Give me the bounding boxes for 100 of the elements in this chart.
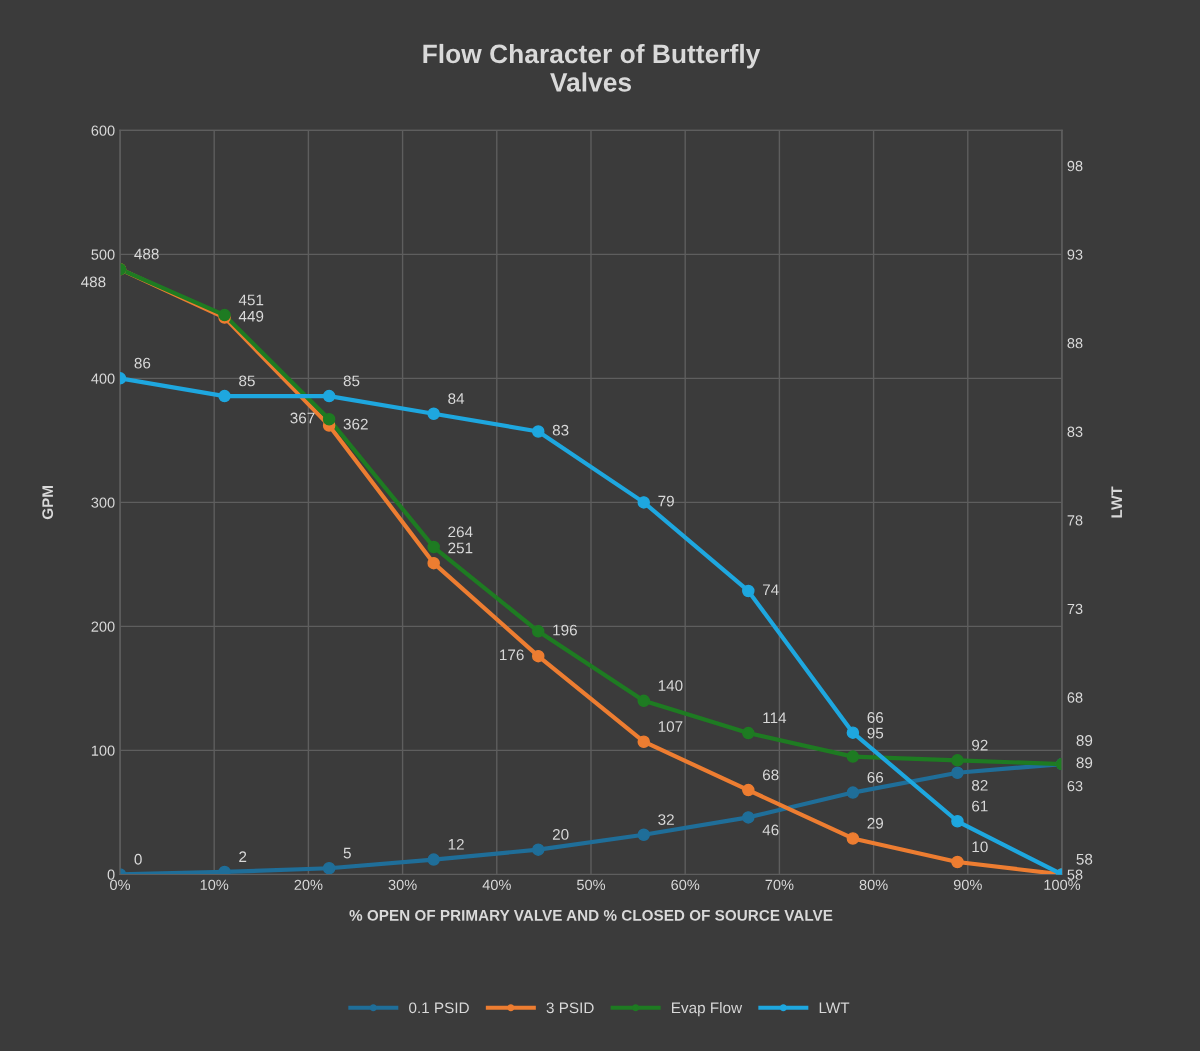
x-tick-label: 70%: [765, 879, 794, 891]
point: [951, 754, 964, 767]
point: [951, 815, 964, 828]
y2-tick-label: 68: [1067, 692, 1083, 703]
y-tick-label: 500: [91, 249, 115, 260]
data-label: 449: [238, 310, 264, 322]
data-label: 12: [448, 838, 464, 850]
point: [322, 861, 336, 875]
data-label: 89: [1076, 757, 1093, 769]
point: [742, 584, 755, 598]
point: [846, 832, 860, 845]
y-tick-label: 100: [91, 745, 115, 756]
y-tick-label: 0: [107, 869, 115, 880]
y2-tick-label: 58: [1067, 869, 1083, 880]
data-label: 451: [238, 294, 264, 306]
x-tick-label: 60%: [671, 879, 700, 891]
data-label: 29: [867, 817, 884, 829]
x-tick-label: 40%: [482, 879, 511, 891]
data-label: 367: [290, 412, 315, 424]
point: [427, 540, 440, 554]
x-tick-label: 90%: [953, 879, 982, 891]
point: [427, 853, 440, 866]
legend-label: Evap Flow: [672, 1001, 743, 1017]
data-label: 32: [658, 814, 674, 825]
data-label: 264: [448, 526, 473, 538]
data-label: 362: [343, 418, 368, 430]
point: [531, 649, 545, 663]
x-tick-label: 30%: [388, 879, 417, 891]
point: [742, 783, 755, 797]
data-label: 488: [134, 248, 159, 260]
data-label: 85: [239, 375, 255, 387]
point: [742, 726, 755, 740]
legend-label: 3 PSID: [546, 1002, 594, 1014]
point: [427, 407, 440, 421]
point: [846, 726, 860, 739]
legend-label: 0.1 PSID: [409, 1002, 469, 1014]
point: [322, 389, 336, 403]
data-label: 61: [972, 800, 988, 812]
data-label: 5: [343, 847, 351, 859]
data-label: 0: [134, 853, 142, 865]
point: [218, 389, 231, 403]
y2-tick-label: 93: [1067, 249, 1083, 260]
y2-axis-title: LWT: [1111, 486, 1122, 518]
point: [846, 786, 860, 799]
data-label: 84: [448, 393, 465, 405]
point: [846, 750, 860, 763]
legend-label: LWT: [819, 1002, 850, 1014]
data-label: 58: [1076, 853, 1093, 865]
data-label: 107: [658, 721, 683, 732]
point: [218, 865, 231, 875]
y-tick-label: 600: [91, 125, 115, 136]
data-label: 251: [448, 542, 473, 554]
data-label: 89: [1076, 735, 1093, 746]
x-tick-label: 20%: [294, 879, 323, 891]
data-label: 79: [658, 495, 674, 507]
data-label: 83: [552, 424, 569, 436]
point: [637, 735, 651, 748]
x-tick-label: 0%: [110, 879, 131, 891]
data-label: 140: [658, 680, 683, 692]
y2-tick-label: 98: [1067, 160, 1083, 172]
point: [531, 843, 545, 856]
data-label: 10: [972, 841, 988, 853]
point: [531, 425, 545, 438]
data-label: 66: [867, 771, 884, 783]
y2-tick-label: 73: [1067, 603, 1083, 615]
point: [322, 413, 336, 426]
data-label: 92: [972, 739, 988, 751]
x-tick-label: 10%: [200, 879, 229, 891]
data-label: 85: [343, 375, 360, 387]
chart-title: Flow Character of Butterfly Valves: [423, 43, 761, 92]
data-label: 488: [80, 276, 106, 288]
y2-tick-label: 63: [1067, 780, 1083, 792]
point: [531, 625, 545, 638]
point: [427, 556, 440, 570]
data-label: 68: [762, 769, 779, 781]
data-label: 82: [971, 779, 988, 791]
y-tick-label: 200: [91, 621, 115, 632]
y2-tick-label: 83: [1067, 426, 1083, 437]
y2-tick-label: 78: [1067, 515, 1083, 526]
y-axis-title: GPM: [42, 486, 54, 520]
point: [637, 694, 651, 708]
data-label: 86: [134, 357, 151, 369]
x-tick-label: 50%: [576, 879, 606, 891]
x-tick-label: 100%: [1044, 879, 1081, 891]
data-label: 46: [762, 824, 779, 836]
point: [951, 855, 964, 869]
data-label: 95: [867, 727, 884, 739]
point: [951, 766, 964, 779]
data-label: 196: [553, 624, 577, 636]
data-label: 66: [867, 712, 884, 723]
x-tick-label: 80%: [859, 879, 888, 891]
data-label: 74: [762, 584, 779, 595]
x-axis-title: % OPEN OF PRIMARY VALVE AND % CLOSED OF SOURCE VALVE: [349, 909, 833, 921]
point: [637, 828, 651, 841]
data-label: 20: [552, 829, 569, 840]
point: [637, 496, 651, 509]
y-tick-label: 400: [91, 373, 115, 384]
data-label: 2: [239, 851, 247, 863]
data-label: 176: [500, 649, 524, 661]
y-tick-label: 300: [91, 497, 115, 508]
